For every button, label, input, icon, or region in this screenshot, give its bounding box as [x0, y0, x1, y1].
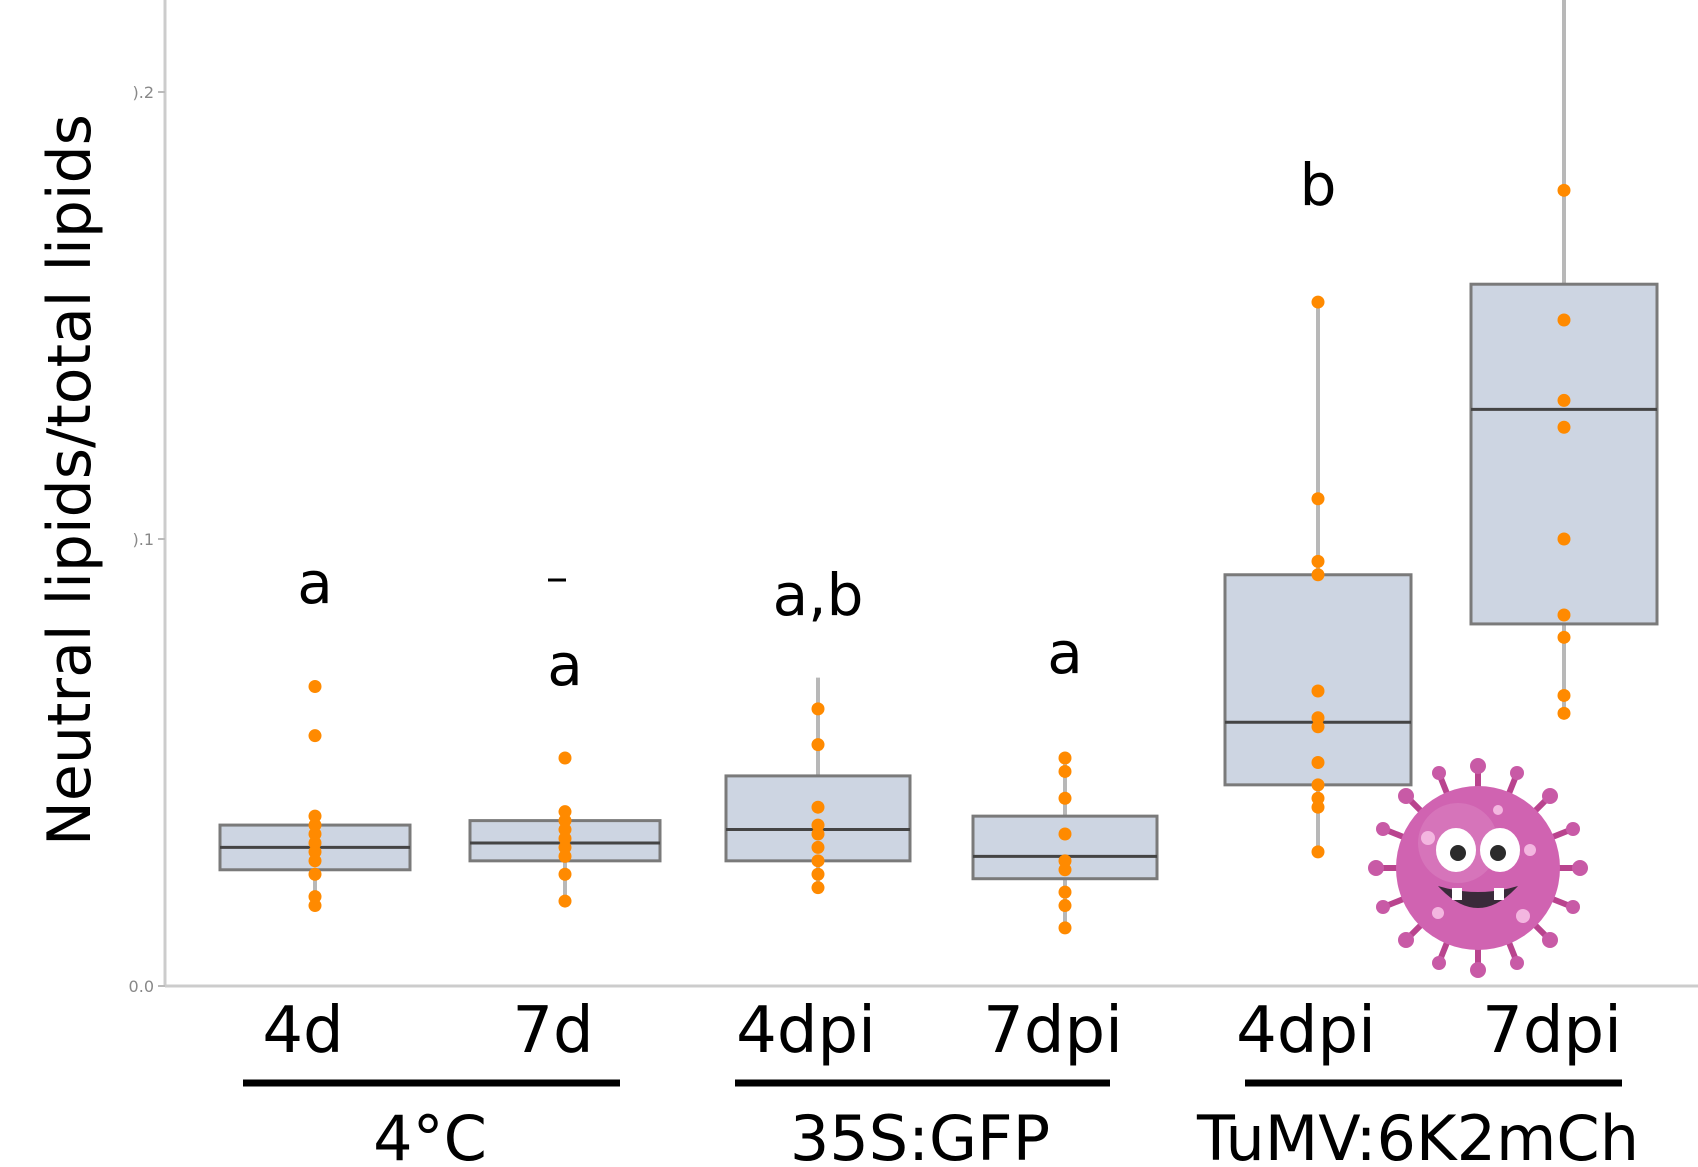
- group-label: TuMV:6K2mCh: [1196, 1102, 1639, 1167]
- data-point: [309, 729, 322, 742]
- group-labels: 4°C 35S:GFP TuMV:6K2mCh: [243, 1083, 1639, 1167]
- data-point: [1558, 631, 1571, 644]
- y-tick-label: ).1: [132, 530, 154, 549]
- significance-letters: a a a,b a b: [297, 151, 1336, 699]
- data-point: [1558, 421, 1571, 434]
- group-label: 4°C: [373, 1102, 487, 1167]
- significance-letter: a,b: [773, 561, 864, 629]
- data-point: [1558, 608, 1571, 621]
- y-tick-label: 0.0: [129, 977, 154, 996]
- data-point: [309, 868, 322, 881]
- data-point: [812, 702, 825, 715]
- data-point: [1059, 765, 1072, 778]
- x-tick-label: 7dpi: [1482, 994, 1622, 1068]
- y-ticks: 0.0 ).1 ).2: [129, 83, 165, 996]
- data-point: [812, 828, 825, 841]
- data-point: [1059, 899, 1072, 912]
- group-label: 35S:GFP: [790, 1102, 1050, 1167]
- data-point: [1558, 689, 1571, 702]
- data-point: [559, 850, 572, 863]
- data-point: [1312, 778, 1325, 791]
- significance-letter: a: [547, 631, 583, 699]
- data-point: [309, 899, 322, 912]
- data-points: [309, 0, 1571, 934]
- box: [1471, 284, 1657, 624]
- y-axis-title: Neutral lipids/total lipids: [35, 114, 105, 846]
- data-point: [1059, 828, 1072, 841]
- data-point: [1312, 756, 1325, 769]
- data-point: [1059, 886, 1072, 899]
- data-point: [1059, 921, 1072, 934]
- significance-letter: a: [297, 549, 333, 617]
- data-point: [1312, 684, 1325, 697]
- data-point: [1312, 720, 1325, 733]
- data-point: [309, 854, 322, 867]
- data-point: [1312, 568, 1325, 581]
- significance-letter: b: [1300, 151, 1337, 219]
- x-tick-label: 7d: [512, 994, 593, 1068]
- data-point: [1558, 394, 1571, 407]
- data-point: [1312, 555, 1325, 568]
- data-point: [1059, 863, 1072, 876]
- data-point: [1558, 313, 1571, 326]
- significance-letter: a: [1047, 619, 1083, 687]
- data-point: [1312, 845, 1325, 858]
- data-point: [1558, 707, 1571, 720]
- x-tick-labels: 4d 7d 4dpi 7dpi 4dpi 7dpi: [262, 994, 1622, 1068]
- data-point: [812, 738, 825, 751]
- data-point: [1312, 492, 1325, 505]
- x-tick-label: 4dpi: [736, 994, 876, 1068]
- boxes: [220, 284, 1657, 879]
- data-point: [812, 801, 825, 814]
- data-point: [1558, 184, 1571, 197]
- x-tick-label: 4dpi: [1236, 994, 1376, 1068]
- data-point: [812, 868, 825, 881]
- data-point: [1312, 801, 1325, 814]
- data-point: [812, 881, 825, 894]
- data-point: [1059, 752, 1072, 765]
- data-point: [309, 680, 322, 693]
- x-tick-label: 7dpi: [983, 994, 1123, 1068]
- data-point: [812, 854, 825, 867]
- box: [1225, 575, 1411, 785]
- data-point: [559, 752, 572, 765]
- x-tick-label: 4d: [262, 994, 343, 1068]
- whiskers: [315, 0, 1564, 928]
- data-point: [1312, 296, 1325, 309]
- data-point: [559, 868, 572, 881]
- data-point: [559, 895, 572, 908]
- virus-cartoon-icon: [1368, 758, 1588, 978]
- y-tick-label: ).2: [132, 83, 154, 102]
- data-point: [1558, 533, 1571, 546]
- data-point: [1059, 792, 1072, 805]
- data-point: [812, 841, 825, 854]
